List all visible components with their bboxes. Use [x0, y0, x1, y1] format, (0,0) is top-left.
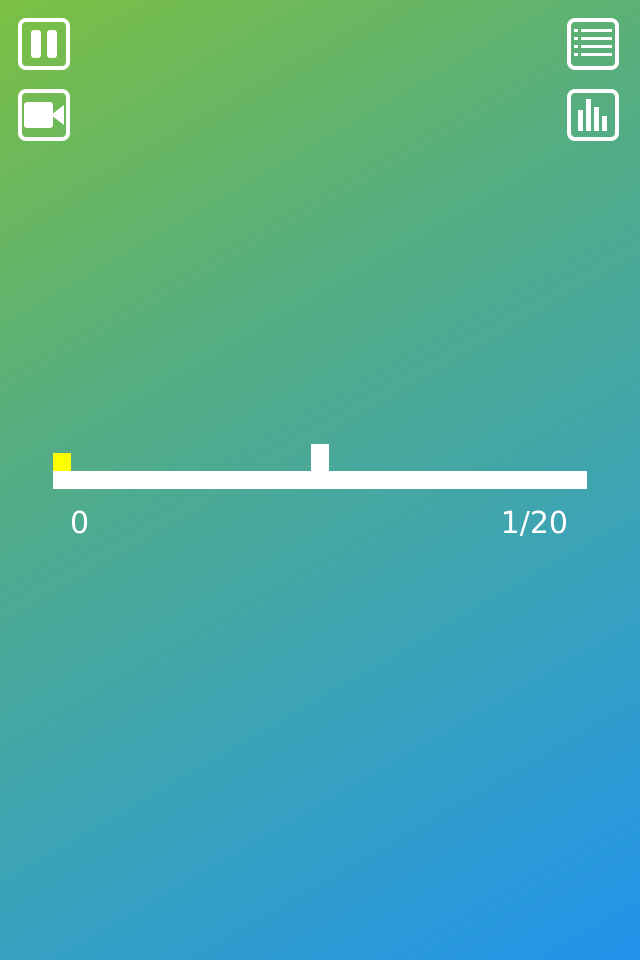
- obstacle-block: [311, 444, 329, 471]
- stats-button[interactable]: [567, 89, 619, 141]
- score-counter: 0: [70, 506, 90, 541]
- ground-track: [53, 471, 587, 489]
- pause-button[interactable]: [18, 18, 70, 70]
- level-indicator: 1/20: [500, 506, 568, 541]
- pause-icon: [31, 30, 57, 58]
- video-camera-icon: [24, 102, 64, 128]
- bar-chart-icon: [578, 99, 607, 131]
- list-menu-icon: [574, 29, 612, 56]
- video-record-button[interactable]: [18, 89, 70, 141]
- level-menu-button[interactable]: [567, 18, 619, 70]
- player-cube: [53, 453, 71, 471]
